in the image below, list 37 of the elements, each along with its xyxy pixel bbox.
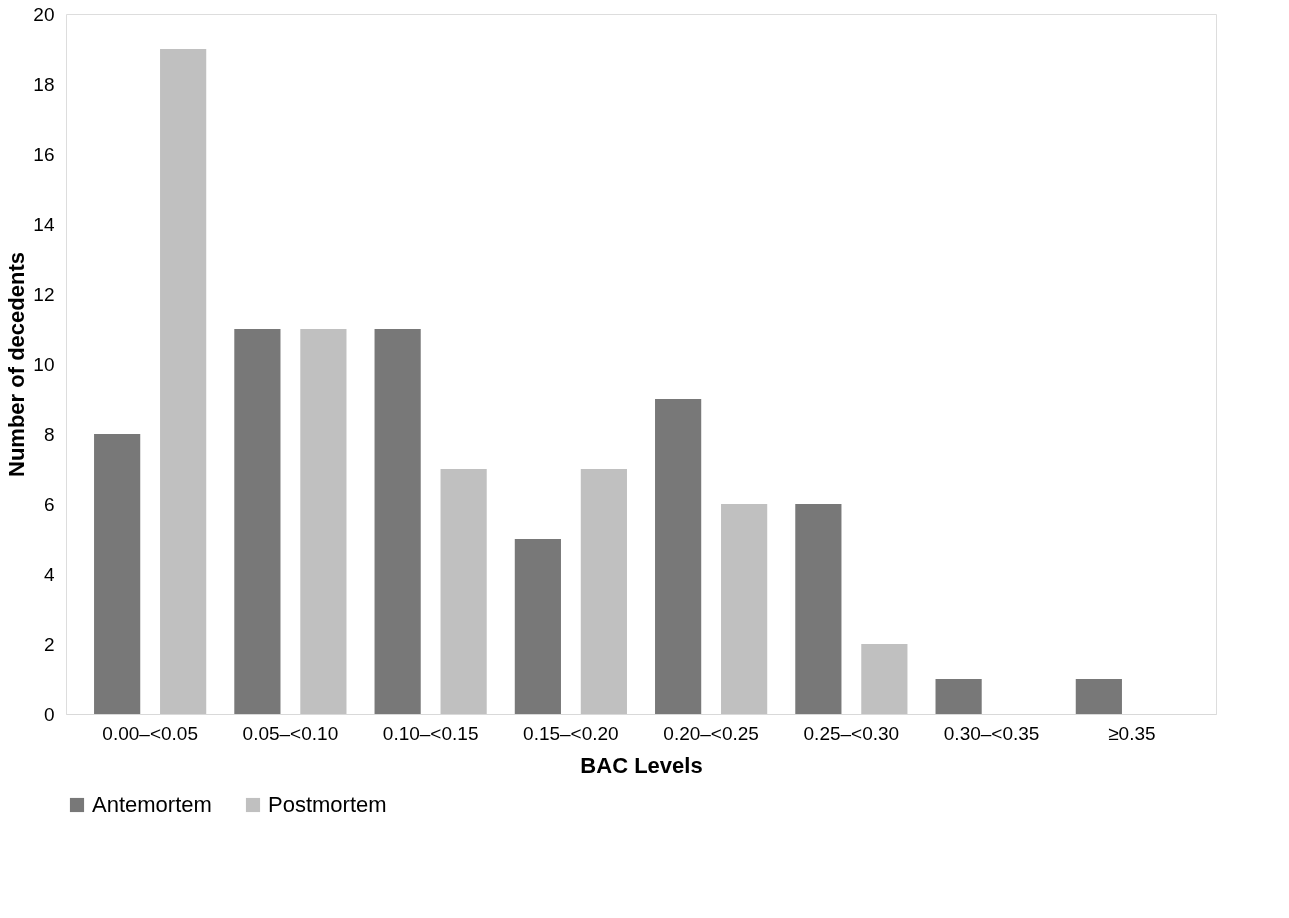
bar	[160, 49, 207, 714]
bar	[721, 504, 768, 714]
y-tick-label: 4	[43, 563, 55, 585]
bar	[440, 469, 487, 714]
y-tick-label: 8	[43, 423, 55, 445]
bar	[655, 399, 702, 714]
x-tick-label: 0.25–<0.30	[803, 722, 900, 744]
bar	[300, 329, 347, 714]
x-tick-label: 0.10–<0.15	[382, 722, 479, 744]
bar	[580, 469, 627, 714]
x-tick-label: 0.30–<0.35	[943, 722, 1040, 744]
y-tick-label: 0	[43, 703, 55, 725]
bar	[861, 644, 908, 714]
y-tick-label: 16	[33, 143, 55, 165]
bar	[234, 329, 281, 714]
bar	[1075, 679, 1122, 714]
x-axis-title: BAC Levels	[580, 752, 703, 778]
x-tick-label: 0.15–<0.20	[523, 722, 619, 744]
y-tick-label: 14	[33, 213, 55, 235]
y-axis-title: Number of decedents	[4, 252, 30, 477]
legend-label: Antemortem	[92, 792, 212, 817]
bar	[795, 504, 842, 714]
x-tick-label: ≥0.35	[1108, 722, 1156, 744]
y-tick-label: 10	[33, 353, 55, 375]
y-tick-label: 2	[43, 633, 55, 655]
x-tick-label: 0.20–<0.25	[663, 722, 759, 744]
legend-label: Postmortem	[268, 792, 387, 817]
y-tick-label: 20	[33, 3, 55, 25]
x-tick-label: 0.00–<0.05	[102, 722, 198, 744]
bar	[374, 329, 421, 714]
x-tick-label: 0.05–<0.10	[242, 722, 339, 744]
y-tick-label: 18	[33, 73, 55, 95]
y-tick-label: 6	[43, 493, 55, 515]
y-tick-label: 12	[33, 283, 55, 305]
bar	[935, 679, 982, 714]
bar	[94, 434, 141, 714]
bar	[514, 539, 561, 714]
